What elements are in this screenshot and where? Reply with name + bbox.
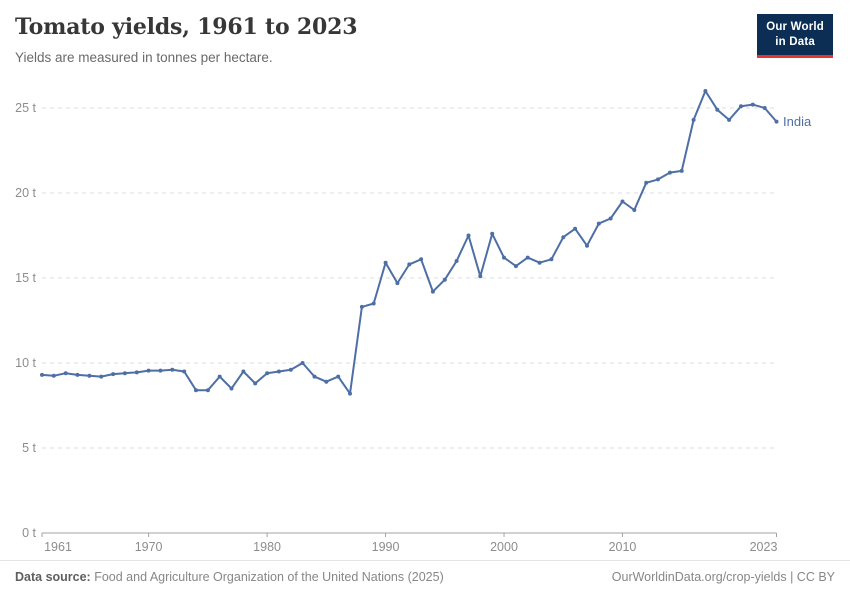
data-point xyxy=(644,180,649,185)
data-point xyxy=(122,371,127,376)
data-point xyxy=(632,208,637,212)
data-point xyxy=(288,367,293,372)
x-axis-tick-label: 2023 xyxy=(750,540,778,554)
data-point xyxy=(205,388,210,393)
data-point xyxy=(656,177,660,182)
data-point xyxy=(608,216,613,221)
data-point xyxy=(620,199,625,204)
data-point xyxy=(513,264,518,269)
yield-trend-line xyxy=(41,90,778,395)
x-axis-tick-label: 1970 xyxy=(135,540,163,554)
x-axis-tick-label: 1961 xyxy=(44,540,72,554)
data-point xyxy=(265,371,270,376)
data-point xyxy=(454,259,459,263)
data-point xyxy=(158,368,163,373)
data-point xyxy=(585,243,589,248)
y-axis-tick-label: 15 t xyxy=(15,271,36,285)
chart-footer: Data source: Food and Agriculture Organi… xyxy=(0,560,850,584)
page-subtitle: Yields are measured in tonnes per hectar… xyxy=(15,50,273,65)
x-axis-tick-label: 1990 xyxy=(372,540,400,554)
data-point xyxy=(99,374,104,379)
data-point xyxy=(478,274,483,279)
data-point xyxy=(750,102,755,107)
data-point xyxy=(561,235,566,240)
data-point xyxy=(229,386,234,391)
data-point xyxy=(727,117,732,122)
data-source: Data source: Food and Agriculture Organi… xyxy=(15,570,444,584)
data-point xyxy=(419,257,424,262)
data-point xyxy=(525,255,530,260)
data-point xyxy=(549,257,554,262)
data-point xyxy=(87,373,92,378)
data-point xyxy=(146,368,151,373)
data-point xyxy=(762,106,767,110)
data-point xyxy=(739,104,743,109)
data-point xyxy=(667,170,672,175)
data-point xyxy=(383,260,388,265)
data-point xyxy=(596,221,601,226)
data-point xyxy=(51,373,56,378)
license-credit: OurWorldinData.org/crop-yields | CC BY xyxy=(611,570,835,584)
x-axis-tick-label: 1980 xyxy=(253,540,281,554)
data-point xyxy=(324,379,329,384)
x-axis-tick-label: 2010 xyxy=(609,540,637,554)
data-point xyxy=(395,281,400,286)
y-axis-tick-label: 10 t xyxy=(15,356,36,370)
x-axis-tick-label: 2000 xyxy=(490,540,518,554)
data-point xyxy=(182,369,187,374)
y-axis-tick-label: 5 t xyxy=(22,441,36,455)
owid-logo-line2: in Data xyxy=(775,35,815,48)
data-point xyxy=(134,370,139,375)
y-axis-tick-label: 0 t xyxy=(22,526,36,540)
data-point xyxy=(194,388,198,393)
data-point xyxy=(312,374,317,379)
data-point xyxy=(691,117,696,122)
data-point xyxy=(466,233,471,238)
data-point xyxy=(40,372,44,377)
data-point xyxy=(371,301,376,306)
data-point xyxy=(430,289,435,294)
data-point xyxy=(774,119,779,124)
data-point xyxy=(502,255,506,260)
data-point xyxy=(276,369,281,374)
data-point xyxy=(359,304,364,309)
owid-logo: Our World in Data xyxy=(757,14,833,58)
y-axis-tick-label: 20 t xyxy=(15,186,36,200)
data-point xyxy=(679,168,684,173)
data-point xyxy=(703,89,708,93)
data-point xyxy=(407,262,412,267)
data-point xyxy=(75,372,80,377)
data-point xyxy=(573,226,578,231)
data-point xyxy=(170,367,175,372)
data-point xyxy=(111,372,116,377)
owid-logo-line1: Our World xyxy=(766,21,824,33)
data-source-text: Food and Agriculture Organization of the… xyxy=(94,570,444,584)
y-axis-tick-label: 25 t xyxy=(15,101,36,115)
data-point xyxy=(300,361,305,365)
data-point xyxy=(537,260,542,265)
data-point xyxy=(442,277,447,282)
data-point xyxy=(63,371,68,376)
data-point xyxy=(715,107,720,112)
data-point xyxy=(348,391,352,396)
page-title: Tomato yields, 1961 to 2023 xyxy=(15,14,358,40)
data-point xyxy=(253,381,258,386)
data-point xyxy=(490,231,495,236)
series-end-label: India xyxy=(783,114,812,129)
data-source-label: Data source: xyxy=(15,570,91,584)
data-point xyxy=(336,374,341,379)
data-point xyxy=(241,369,246,374)
data-point xyxy=(217,374,222,379)
